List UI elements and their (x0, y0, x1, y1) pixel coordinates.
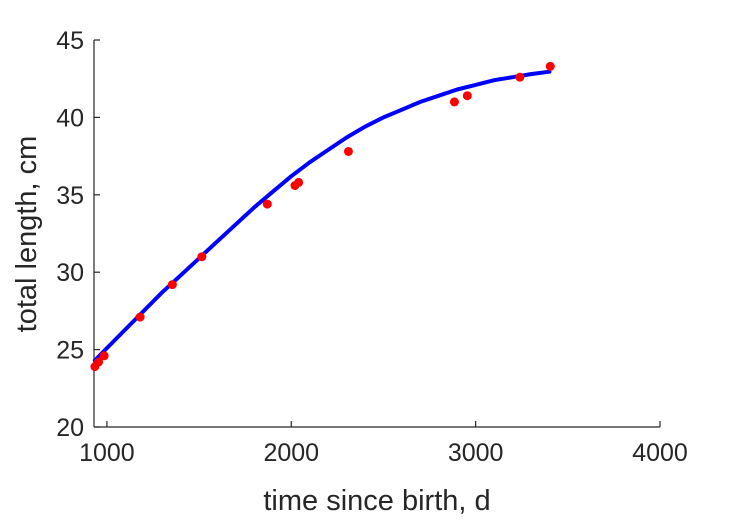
data-point (462, 91, 472, 101)
data-point (167, 280, 177, 290)
y-tick-label: 35 (56, 182, 84, 210)
data-point (135, 312, 145, 322)
x-tick-label: 2000 (263, 439, 319, 467)
data-point (343, 146, 353, 156)
x-tick-label: 4000 (632, 439, 688, 467)
y-tick-label: 45 (56, 27, 84, 55)
fit-curve-line (92, 69, 552, 363)
data-point (515, 72, 525, 82)
y-tick-label: 40 (56, 104, 84, 132)
y-tick-label: 20 (56, 414, 84, 442)
ticks: 1000 2000 3000 4000 20 25 30 35 40 45 (56, 27, 688, 467)
x-axis-label: time since birth, d (263, 485, 490, 517)
data-point (94, 357, 104, 367)
data-point (197, 252, 207, 262)
data-point (262, 199, 272, 209)
series-layer (90, 61, 555, 372)
y-tick-label: 25 (56, 337, 84, 365)
x-tick-label: 1000 (79, 439, 135, 467)
x-tick-label: 3000 (448, 439, 504, 467)
y-axis-label: total length, cm (11, 136, 43, 333)
data-point (99, 351, 109, 361)
y-tick-label: 30 (56, 259, 84, 287)
data-point (294, 177, 304, 187)
data-point (545, 61, 555, 71)
data-point (449, 97, 459, 107)
axes (93, 40, 660, 428)
